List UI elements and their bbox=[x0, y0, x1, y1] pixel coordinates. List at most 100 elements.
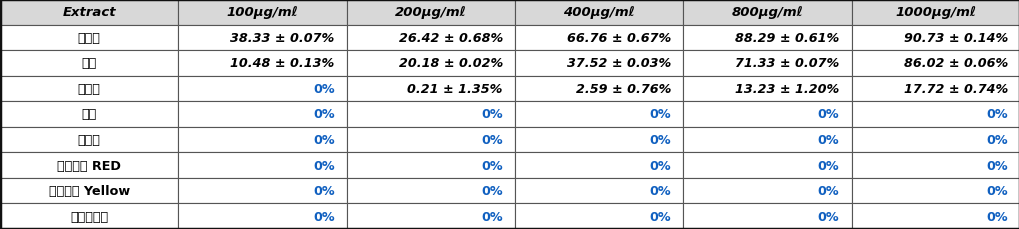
Bar bbox=[515, 25, 683, 51]
Bar bbox=[346, 127, 515, 153]
Text: 0.21 ± 1.35%: 0.21 ± 1.35% bbox=[407, 83, 502, 95]
Bar bbox=[0, 204, 178, 229]
Bar bbox=[683, 153, 851, 178]
Bar bbox=[178, 76, 346, 102]
Bar bbox=[683, 25, 851, 51]
Bar bbox=[178, 204, 346, 229]
Text: 800μg/mℓ: 800μg/mℓ bbox=[731, 6, 803, 19]
Text: 0%: 0% bbox=[649, 210, 671, 223]
Text: 인동: 인동 bbox=[82, 108, 97, 121]
Bar bbox=[515, 178, 683, 204]
Bar bbox=[178, 102, 346, 127]
Text: 자전자: 자전자 bbox=[77, 134, 101, 146]
Text: 20.18 ± 0.02%: 20.18 ± 0.02% bbox=[398, 57, 502, 70]
Text: 17.72 ± 0.74%: 17.72 ± 0.74% bbox=[903, 83, 1007, 95]
Text: 메리골드 RED: 메리골드 RED bbox=[57, 159, 121, 172]
Bar bbox=[683, 178, 851, 204]
Bar bbox=[683, 102, 851, 127]
Bar bbox=[851, 76, 1019, 102]
Text: 200μg/mℓ: 200μg/mℓ bbox=[394, 6, 467, 19]
Text: 26.42 ± 0.68%: 26.42 ± 0.68% bbox=[398, 32, 502, 45]
Text: 0%: 0% bbox=[817, 210, 839, 223]
Text: 메리골드 Yellow: 메리골드 Yellow bbox=[49, 184, 129, 197]
Text: 체리세이지: 체리세이지 bbox=[70, 210, 108, 223]
Bar bbox=[851, 102, 1019, 127]
Text: 0%: 0% bbox=[313, 134, 334, 146]
Bar bbox=[683, 204, 851, 229]
Text: 0%: 0% bbox=[985, 108, 1007, 121]
Bar bbox=[683, 0, 851, 25]
Text: 0%: 0% bbox=[313, 108, 334, 121]
Bar bbox=[178, 153, 346, 178]
Text: 66.76 ± 0.67%: 66.76 ± 0.67% bbox=[567, 32, 671, 45]
Text: 100μg/mℓ: 100μg/mℓ bbox=[226, 6, 299, 19]
Bar bbox=[515, 0, 683, 25]
Bar bbox=[851, 127, 1019, 153]
Bar bbox=[346, 0, 515, 25]
Bar bbox=[851, 51, 1019, 76]
Bar bbox=[346, 153, 515, 178]
Bar bbox=[346, 204, 515, 229]
Bar bbox=[515, 76, 683, 102]
Bar bbox=[346, 178, 515, 204]
Text: 0%: 0% bbox=[313, 210, 334, 223]
Text: 0%: 0% bbox=[817, 159, 839, 172]
Text: 13.23 ± 1.20%: 13.23 ± 1.20% bbox=[735, 83, 839, 95]
Bar bbox=[851, 153, 1019, 178]
Bar bbox=[851, 25, 1019, 51]
Text: 0%: 0% bbox=[481, 184, 502, 197]
Text: 0%: 0% bbox=[817, 134, 839, 146]
Text: 연자육: 연자육 bbox=[77, 83, 101, 95]
Text: 0%: 0% bbox=[313, 159, 334, 172]
Text: 0%: 0% bbox=[481, 159, 502, 172]
Bar bbox=[0, 102, 178, 127]
Bar bbox=[0, 25, 178, 51]
Bar bbox=[346, 51, 515, 76]
Bar bbox=[851, 204, 1019, 229]
Bar bbox=[0, 0, 178, 25]
Bar bbox=[0, 178, 178, 204]
Text: 0%: 0% bbox=[481, 108, 502, 121]
Bar bbox=[178, 178, 346, 204]
Text: 0%: 0% bbox=[985, 210, 1007, 223]
Bar bbox=[0, 76, 178, 102]
Text: 1000μg/mℓ: 1000μg/mℓ bbox=[895, 6, 975, 19]
Bar bbox=[0, 51, 178, 76]
Text: 88.29 ± 0.61%: 88.29 ± 0.61% bbox=[735, 32, 839, 45]
Text: 10.48 ± 0.13%: 10.48 ± 0.13% bbox=[230, 57, 334, 70]
Text: 0%: 0% bbox=[649, 159, 671, 172]
Text: 0%: 0% bbox=[985, 159, 1007, 172]
Text: 0%: 0% bbox=[649, 134, 671, 146]
Bar bbox=[515, 127, 683, 153]
Bar bbox=[683, 127, 851, 153]
Bar bbox=[851, 178, 1019, 204]
Bar bbox=[0, 127, 178, 153]
Text: 0%: 0% bbox=[313, 83, 334, 95]
Text: 86.02 ± 0.06%: 86.02 ± 0.06% bbox=[903, 57, 1007, 70]
Text: 71.33 ± 0.07%: 71.33 ± 0.07% bbox=[735, 57, 839, 70]
Bar bbox=[346, 25, 515, 51]
Text: 0%: 0% bbox=[817, 184, 839, 197]
Text: 0%: 0% bbox=[649, 184, 671, 197]
Bar bbox=[0, 153, 178, 178]
Bar bbox=[346, 102, 515, 127]
Text: 토복령: 토복령 bbox=[77, 32, 101, 45]
Text: 90.73 ± 0.14%: 90.73 ± 0.14% bbox=[903, 32, 1007, 45]
Text: 37.52 ± 0.03%: 37.52 ± 0.03% bbox=[567, 57, 671, 70]
Text: 0%: 0% bbox=[481, 134, 502, 146]
Bar bbox=[851, 0, 1019, 25]
Text: 0%: 0% bbox=[649, 108, 671, 121]
Bar bbox=[515, 102, 683, 127]
Bar bbox=[178, 25, 346, 51]
Text: 0%: 0% bbox=[817, 108, 839, 121]
Bar bbox=[178, 0, 346, 25]
Bar bbox=[346, 76, 515, 102]
Text: 0%: 0% bbox=[313, 184, 334, 197]
Text: 0%: 0% bbox=[985, 184, 1007, 197]
Text: 38.33 ± 0.07%: 38.33 ± 0.07% bbox=[230, 32, 334, 45]
Text: 작약: 작약 bbox=[82, 57, 97, 70]
Text: 400μg/mℓ: 400μg/mℓ bbox=[562, 6, 635, 19]
Text: Extract: Extract bbox=[62, 6, 116, 19]
Bar bbox=[515, 153, 683, 178]
Bar bbox=[178, 51, 346, 76]
